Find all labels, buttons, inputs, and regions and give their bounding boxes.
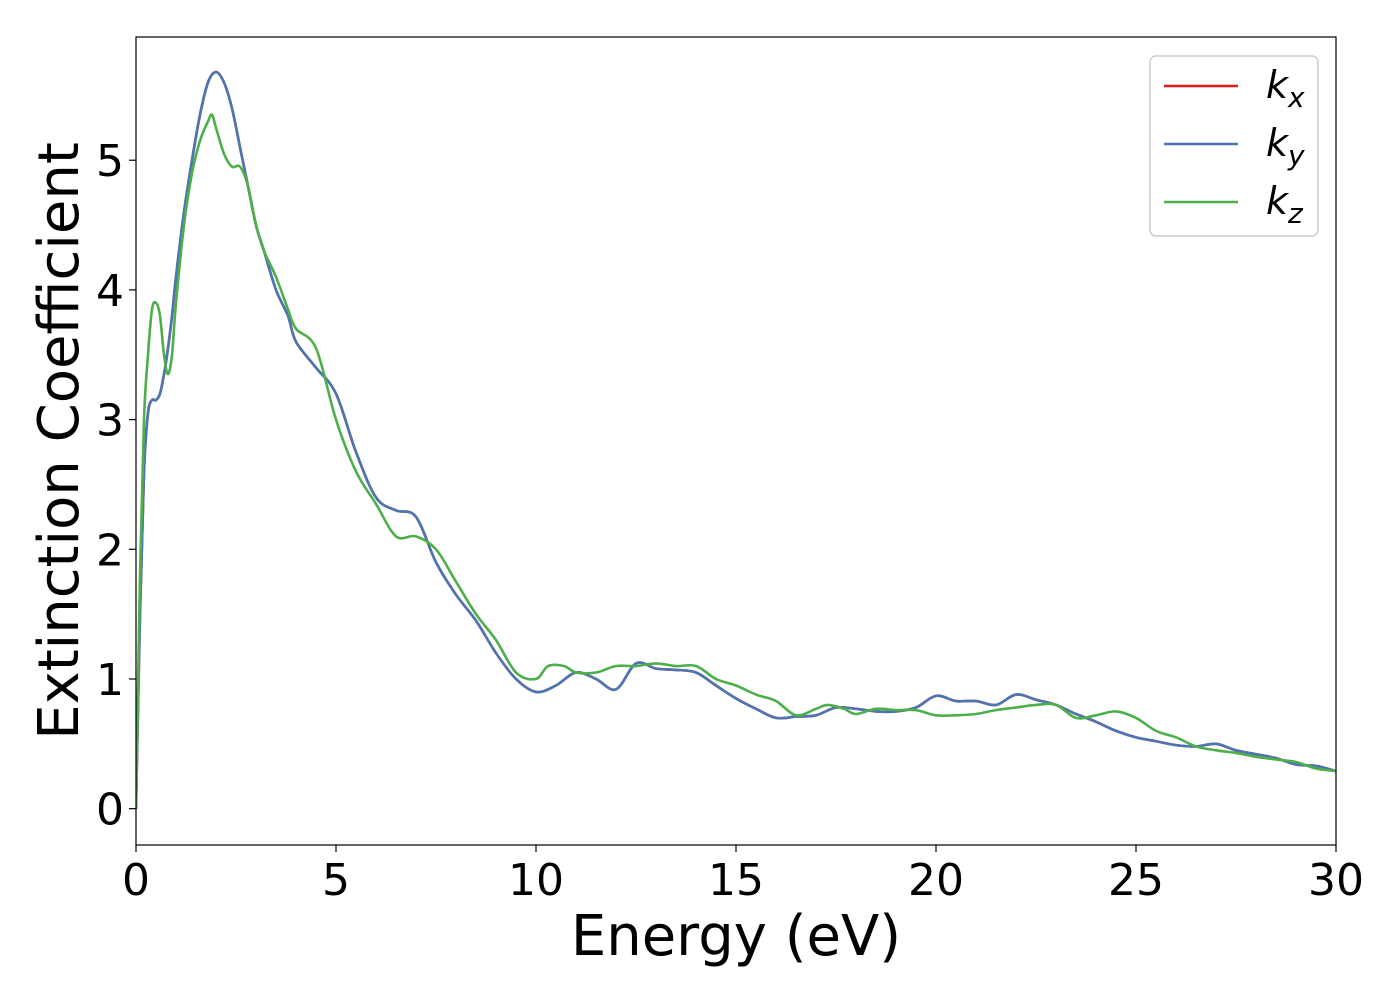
x-tick-label: 25 [1108,855,1164,906]
x-tick-label: 30 [1308,855,1364,906]
legend-label-kz: kz [1266,179,1304,230]
y-tick-label: 3 [96,396,124,447]
y-tick-label: 5 [96,136,124,187]
x-tick-label: 10 [508,855,564,906]
y-tick-label: 4 [96,266,124,317]
x-axis: 0 5 10 15 20 25 30 [122,845,1364,906]
x-tick-label: 5 [322,855,350,906]
legend: kx ky kz [1149,55,1319,237]
x-tick-label: 15 [708,855,764,906]
x-tick-label: 20 [908,855,964,906]
plot-lines [136,70,1336,809]
y-tick-label: 1 [96,655,124,706]
y-axis: 0 1 2 3 4 5 [96,136,136,836]
x-tick-label: 0 [122,855,150,906]
y-axis-label: Extinction Coefficient [27,142,92,740]
series-line-kz [136,113,1336,809]
legend-label-kx: kx [1266,63,1305,114]
legend-box [1149,55,1319,237]
y-tick-label: 0 [96,785,124,836]
x-axis-label: Energy (eV) [571,904,901,969]
y-tick-label: 2 [96,525,124,576]
legend-label-ky: ky [1266,121,1305,172]
series-line-ky [136,70,1336,809]
